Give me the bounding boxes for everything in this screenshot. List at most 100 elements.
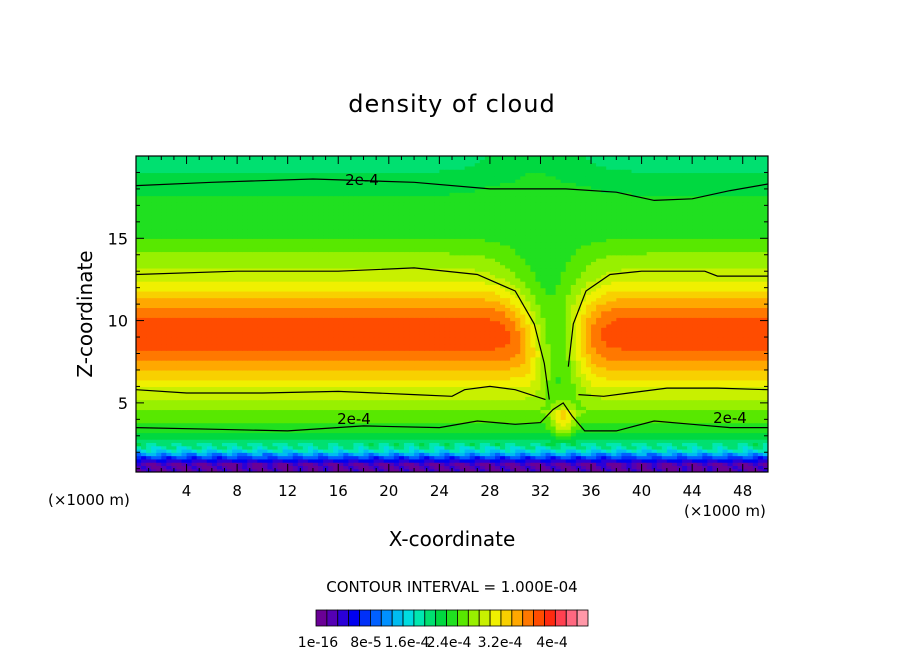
field-cell: [449, 393, 456, 397]
field-cell: [530, 416, 537, 420]
field-cell: [232, 383, 238, 388]
field-cell: [302, 425, 309, 430]
field-cell: [464, 432, 471, 437]
field-cell: [292, 462, 299, 467]
field-cell: [297, 353, 304, 358]
field-cell: [732, 422, 739, 427]
field-cell: [606, 373, 612, 378]
field-cell: [328, 455, 334, 460]
field-cell: [424, 360, 430, 364]
field-cell: [257, 350, 263, 355]
field-cell: [621, 412, 628, 417]
field-cell: [196, 442, 203, 447]
field-cell: [146, 393, 152, 397]
field-cell: [596, 343, 602, 348]
field-cell: [626, 366, 633, 371]
field-cell: [161, 386, 167, 391]
field-cell: [287, 356, 294, 361]
field-cell: [702, 432, 708, 437]
field-cell: [247, 409, 253, 414]
field-cell: [323, 409, 329, 414]
field-cell: [505, 432, 511, 437]
field-cell: [257, 396, 263, 401]
field-cell: [419, 389, 425, 394]
field-cell: [333, 412, 339, 417]
field-cell: [262, 458, 269, 463]
field-cell: [328, 356, 334, 361]
field-cell: [510, 429, 516, 434]
field-cell: [302, 366, 309, 371]
field-cell: [136, 412, 142, 417]
field-cell: [201, 432, 208, 437]
field-cell: [570, 353, 577, 358]
field-cell: [585, 389, 592, 394]
field-cell: [247, 346, 253, 351]
field-cell: [702, 425, 708, 430]
field-cell: [530, 343, 537, 348]
field-cell: [267, 412, 274, 417]
field-cell: [570, 389, 577, 394]
field-cell: [312, 422, 319, 427]
field-cell: [373, 422, 380, 427]
field-cell: [247, 389, 253, 394]
field-cell: [434, 419, 440, 424]
field-cell: [449, 369, 456, 374]
field-cell: [545, 445, 552, 450]
field-cell: [454, 389, 461, 394]
field-cell: [136, 432, 142, 437]
field-cell: [737, 369, 744, 374]
field-cell: [419, 363, 425, 368]
field-cell: [494, 455, 501, 460]
field-cell: [560, 353, 567, 358]
field-cell: [580, 439, 587, 443]
field-cell: [398, 435, 405, 440]
field-cell: [661, 435, 668, 440]
field-cell: [181, 363, 188, 368]
field-cell: [262, 343, 269, 348]
field-cell: [227, 439, 233, 443]
field-cell: [206, 458, 213, 463]
field-cell: [646, 350, 653, 355]
field-cell: [717, 393, 724, 397]
field-cell: [186, 429, 193, 434]
field-cell: [267, 402, 274, 407]
field-cell: [211, 346, 218, 351]
field-cell: [297, 393, 304, 397]
field-cell: [454, 452, 461, 457]
field-cell: [302, 455, 309, 460]
field-cell: [606, 353, 612, 358]
field-cell: [232, 462, 238, 467]
field-cell: [707, 369, 713, 374]
field-cell: [540, 340, 547, 345]
field-cell: [611, 369, 617, 374]
field-cell: [419, 353, 425, 358]
field-cell: [297, 369, 304, 374]
field-cell: [373, 389, 380, 394]
field-cell: [201, 442, 208, 447]
field-cell: [606, 452, 612, 457]
field-cell: [237, 458, 243, 463]
field-cell: [646, 396, 653, 401]
field-cell: [434, 340, 440, 345]
field-cell: [474, 373, 481, 378]
field-cell: [429, 373, 435, 378]
field-cell: [378, 366, 385, 371]
field-cell: [717, 429, 724, 434]
field-cell: [328, 386, 334, 391]
field-cell: [515, 445, 521, 450]
field-cell: [237, 429, 243, 434]
field-cell: [737, 468, 744, 472]
field-cell: [186, 448, 193, 453]
field-cell: [616, 402, 622, 407]
field-cell: [414, 402, 420, 407]
field-cell: [550, 419, 557, 424]
field-cell: [510, 360, 516, 364]
field-cell: [338, 448, 344, 453]
field-cell: [419, 346, 425, 351]
field-cell: [489, 452, 496, 457]
field-cell: [252, 458, 258, 463]
field-cell: [201, 439, 208, 443]
field-cell: [494, 448, 501, 453]
field-cell: [570, 340, 577, 345]
field-cell: [661, 396, 668, 401]
